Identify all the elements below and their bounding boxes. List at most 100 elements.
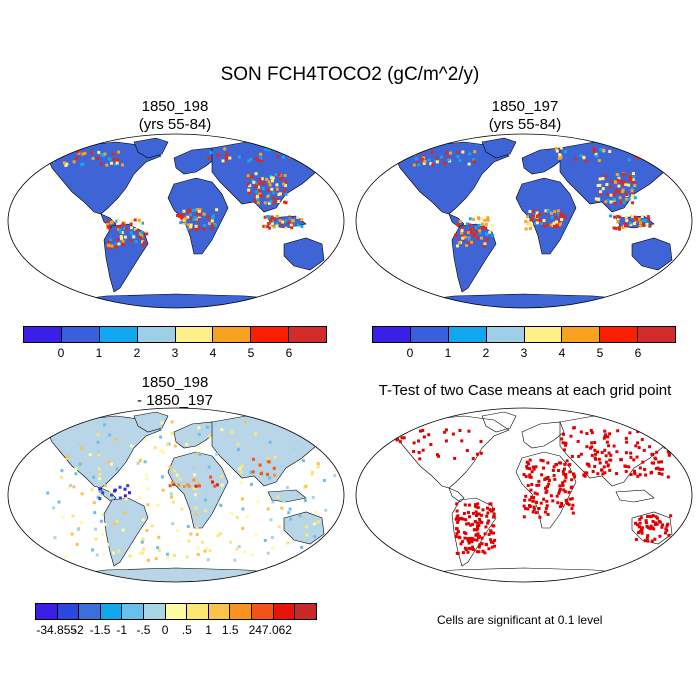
grid-cell xyxy=(597,159,601,163)
grid-cell xyxy=(492,512,496,516)
grid-cell xyxy=(187,484,191,488)
grid-cell xyxy=(565,501,569,505)
grid-cell xyxy=(474,226,478,230)
grid-cell xyxy=(466,511,470,515)
grid-cell xyxy=(475,538,479,542)
grid-cell xyxy=(111,152,115,156)
colorbar-tick-label: 47.062 xyxy=(255,623,292,637)
grid-cell xyxy=(305,525,309,529)
grid-cell xyxy=(283,189,287,193)
grid-cell xyxy=(296,215,300,219)
grid-cell xyxy=(256,182,260,186)
colorbar-swatch xyxy=(100,604,123,619)
grid-cell xyxy=(594,197,598,201)
grid-cell xyxy=(256,201,260,205)
grid-cell xyxy=(266,194,270,198)
grid-cell xyxy=(660,525,664,529)
grid-cell xyxy=(135,229,139,233)
grid-cell xyxy=(98,477,102,481)
grid-cell xyxy=(471,457,475,461)
grid-cell xyxy=(267,201,271,205)
grid-cell xyxy=(288,215,292,219)
colorbar-tick-label: 1 xyxy=(444,346,452,360)
grid-cell xyxy=(531,465,535,469)
land-australia xyxy=(631,237,673,271)
grid-cell xyxy=(107,543,111,547)
grid-cell xyxy=(106,220,110,224)
grid-cell xyxy=(270,176,274,180)
colorbar-tick-label: 1.5 xyxy=(221,623,239,637)
grid-cell xyxy=(612,444,616,448)
grid-cell xyxy=(418,457,422,461)
grid-cell xyxy=(529,488,533,492)
grid-cell xyxy=(197,481,201,485)
grid-cell xyxy=(629,177,633,181)
grid-cell xyxy=(197,226,201,230)
grid-cell xyxy=(476,216,480,220)
grid-cell xyxy=(284,192,288,196)
grid-cell xyxy=(117,549,121,553)
grid-cell xyxy=(456,223,460,227)
grid-cell xyxy=(624,197,628,201)
grid-cell xyxy=(166,556,170,560)
grid-cell xyxy=(487,533,491,537)
grid-cell xyxy=(115,467,119,471)
grid-cell xyxy=(480,536,484,540)
grid-cell xyxy=(126,484,130,488)
grid-cell xyxy=(486,218,490,222)
grid-cell xyxy=(563,215,567,219)
grid-cell xyxy=(194,227,198,231)
grid-cell xyxy=(46,491,50,495)
grid-cell xyxy=(633,184,637,188)
grid-cell xyxy=(560,437,564,441)
grid-cell xyxy=(644,218,648,222)
grid-cell xyxy=(529,218,533,222)
grid-cell xyxy=(551,499,555,503)
colorbar-swatch xyxy=(289,327,326,342)
grid-cell xyxy=(259,152,263,156)
grid-cell xyxy=(582,156,586,160)
grid-cell xyxy=(311,470,315,474)
grid-cell xyxy=(279,463,283,467)
grid-cell xyxy=(637,217,641,221)
grid-cell xyxy=(92,501,96,505)
grid-cell xyxy=(667,533,671,537)
grid-cell xyxy=(643,539,647,543)
grid-cell xyxy=(249,482,253,486)
grid-cell xyxy=(522,504,526,508)
colorbar-swatch xyxy=(175,327,214,342)
grid-cell xyxy=(491,234,495,238)
grid-cell xyxy=(572,426,576,430)
grid-cell xyxy=(330,425,334,429)
colorbar-swatch xyxy=(295,604,316,619)
colorbar-tick-label: -1 xyxy=(116,623,128,637)
grid-cell xyxy=(203,498,207,502)
grid-cell xyxy=(421,157,425,161)
grid-cell xyxy=(72,422,76,426)
grid-cell xyxy=(569,486,573,490)
grid-cell xyxy=(236,442,240,446)
grid-cell xyxy=(129,239,133,243)
grid-cell xyxy=(184,216,188,220)
grid-cell xyxy=(530,470,534,474)
grid-cell xyxy=(300,224,304,228)
grid-cell xyxy=(585,445,589,449)
grid-cell xyxy=(592,150,596,154)
grid-cell xyxy=(195,208,199,212)
grid-cell xyxy=(646,215,650,219)
grid-cell xyxy=(546,461,550,465)
grid-cell xyxy=(110,220,114,224)
grid-cell xyxy=(622,200,626,204)
grid-cell xyxy=(604,454,608,458)
colorbar-swatch xyxy=(144,604,166,619)
grid-cell xyxy=(666,475,670,479)
grid-cell xyxy=(616,215,620,219)
grid-cell xyxy=(489,529,493,533)
grid-cell xyxy=(615,450,619,454)
grid-cell xyxy=(276,495,280,499)
grid-cell xyxy=(268,440,272,444)
grid-cell xyxy=(657,460,661,464)
grid-cell xyxy=(606,463,610,467)
grid-cell xyxy=(103,484,107,488)
grid-cell xyxy=(602,436,606,440)
